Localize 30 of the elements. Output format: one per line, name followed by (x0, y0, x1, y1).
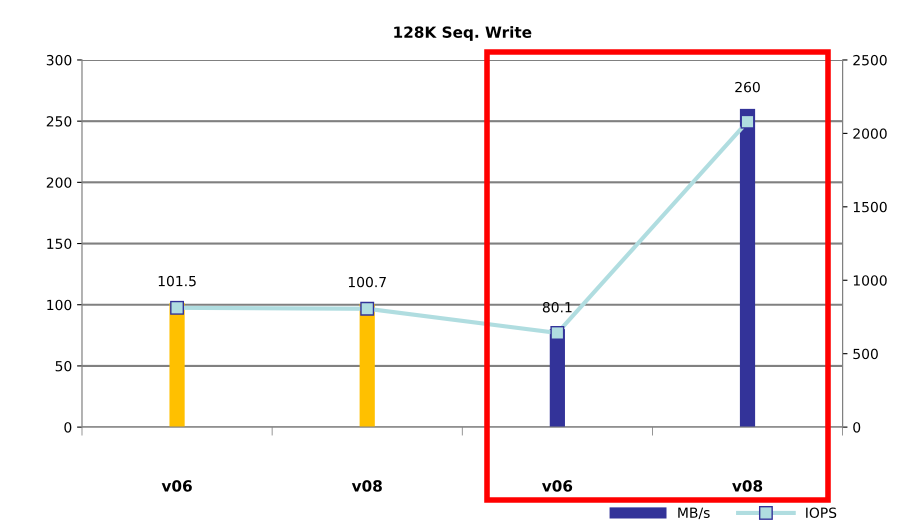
y-tick-label: 150 (47, 238, 72, 250)
point (360, 302, 374, 316)
y-tick-label: 50 (56, 360, 72, 372)
x-tick-label: v08 (352, 480, 382, 492)
y2-tick-label: 500 (853, 348, 878, 360)
y2-tick-label: 0 (853, 422, 860, 433)
legend-label: MB/s (678, 508, 710, 520)
data-label: 101.5 (158, 276, 196, 286)
bar (740, 108, 756, 428)
x-tick-label: v08 (732, 480, 762, 492)
data-label: 260 (735, 82, 760, 92)
y-tick-label: 100 (47, 300, 72, 310)
legend-label: IOPS (806, 507, 836, 518)
point (170, 300, 184, 315)
y2-tick-label: 1500 (854, 202, 887, 212)
y-tick-label: 0 (64, 422, 72, 433)
data-label: 100.7 (348, 276, 386, 288)
y-tick-label: 300 (46, 54, 72, 66)
y-tick-label: 200 (46, 177, 72, 188)
y2-tick-label: 2000 (853, 128, 887, 139)
point (550, 326, 564, 340)
data-label: 80.1 (542, 302, 572, 313)
y-tick-label: 250 (46, 116, 72, 127)
y2-tick-label: 2500 (853, 54, 887, 66)
x-tick-label: v06 (542, 480, 572, 492)
bar (360, 304, 375, 428)
x-tick-label: v06 (162, 480, 192, 492)
point (740, 114, 754, 129)
y2-tick-label: 1000 (854, 275, 887, 286)
chart-title: 128K Seq. Write (394, 26, 532, 41)
